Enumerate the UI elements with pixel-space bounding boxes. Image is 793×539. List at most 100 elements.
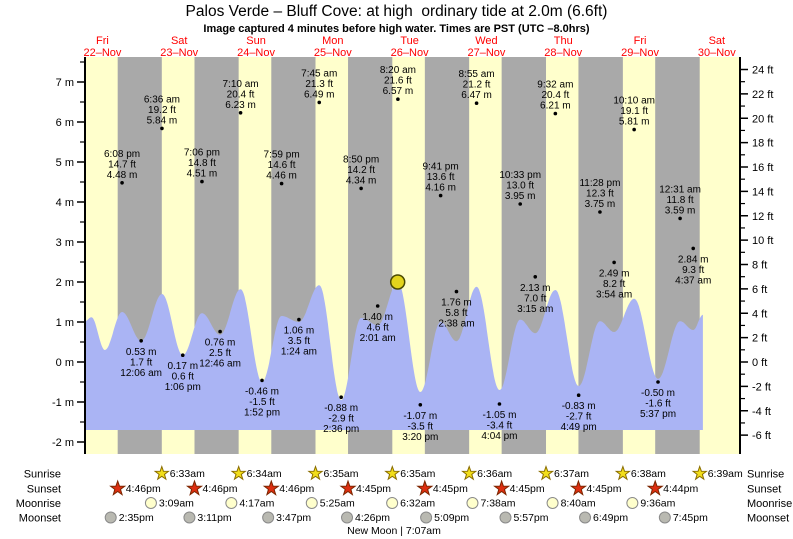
day-date-label: 26–Nov — [391, 47, 429, 59]
morning-high-tide-annotation-text: 8:55 am — [459, 69, 495, 80]
right-axis-label: -2 ft — [752, 381, 771, 393]
morning-high-tide-annotation-text: 5.84 m — [147, 115, 178, 126]
astro-time-label: 5:25am — [320, 498, 355, 510]
astro-row-label-left: Sunrise — [24, 469, 61, 481]
moonrise-circle-icon — [144, 497, 157, 509]
overnight-tide-annotation-text: 1.06 m — [284, 326, 315, 337]
astro-time-label: 4:45pm — [356, 483, 391, 495]
overnight-tide-annotation-text: 1:24 am — [281, 347, 317, 358]
right-axis-label: 14 ft — [752, 186, 773, 198]
left-axis-label: 7 m — [56, 77, 74, 89]
afternoon-low-tide-annotation-text: 0.6 ft — [172, 372, 194, 383]
astro-row-label-left: Moonrise — [16, 498, 61, 510]
afternoon-low-tide-annotation-text: -0.88 m — [324, 403, 358, 414]
astro-time-label: 4:17am — [239, 498, 274, 510]
afternoon-low-tide-annotation-text: 5:37 pm — [640, 409, 676, 420]
morning-high-tide-annotation-text: 20.4 ft — [541, 90, 569, 101]
moonrise-circle-icon — [546, 497, 559, 509]
overnight-tide-annotation-text: 0.76 m — [205, 338, 236, 349]
sunrise-star-icon — [537, 464, 555, 481]
left-axis-label: 3 m — [56, 237, 74, 249]
day-date-label: 27–Nov — [467, 47, 505, 59]
astro-time-label: 3:11pm — [197, 512, 231, 524]
right-axis-label: 18 ft — [752, 138, 773, 150]
afternoon-low-tide-annotation-text: -3.4 ft — [487, 421, 513, 432]
evening-high-tide-annotation-dot — [359, 186, 363, 191]
afternoon-low-tide-annotation-dot — [656, 380, 660, 384]
overnight-tide-annotation-text: 7.0 ft — [524, 293, 546, 304]
astro-time-label: 6:34am — [247, 468, 282, 480]
afternoon-low-tide-annotation-text: -0.83 m — [562, 401, 596, 412]
evening-high-tide-annotation-text: 11:28 pm — [579, 178, 620, 189]
overnight-tide-annotation-dot — [454, 289, 459, 294]
evening-high-tide-annotation-dot — [120, 181, 124, 185]
day-weekday-label: Wed — [475, 35, 497, 47]
astro-time-label: 6:35am — [400, 468, 435, 480]
astro-time-label: 4:45pm — [586, 483, 621, 495]
astro-time-label: 6:37am — [554, 468, 589, 480]
right-axis-label: 16 ft — [752, 162, 773, 174]
sunrise-star-icon — [230, 464, 247, 481]
morning-high-tide-annotation-dot — [160, 126, 164, 131]
right-axis-label: 6 ft — [752, 284, 767, 296]
overnight-tide-annotation-dot — [533, 275, 538, 279]
astro-time-label: 3:47pm — [276, 512, 311, 524]
evening-high-tide-annotation-text: 13.6 ft — [427, 172, 455, 183]
current-time-marker — [389, 274, 406, 290]
afternoon-low-tide-annotation-dot — [418, 403, 423, 407]
evening-high-tide-annotation-text: 14.7 ft — [108, 159, 136, 170]
astro-row-label-right: Sunrise — [747, 469, 784, 481]
evening-high-tide-annotation-text: 14.8 ft — [188, 158, 216, 169]
overnight-tide-annotation-dot — [297, 317, 301, 322]
morning-high-tide-annotation-text: 21.3 ft — [305, 79, 333, 90]
evening-high-tide-annotation-text: 3.59 m — [665, 205, 696, 216]
morning-high-tide-annotation-text: 10:10 am — [613, 96, 655, 107]
day-weekday-label: Sun — [246, 35, 266, 47]
overnight-tide-annotation-text: 2.49 m — [599, 268, 630, 279]
right-axis-label: 24 ft — [752, 65, 773, 77]
overnight-tide-annotation-dot — [139, 339, 143, 343]
evening-high-tide-annotation-text: 10:33 pm — [499, 170, 541, 181]
sunset-star-icon — [339, 479, 357, 496]
day-weekday-label: Sat — [171, 35, 188, 47]
moonset-circle-icon — [579, 511, 592, 524]
morning-high-tide-annotation-text: 5.81 m — [619, 117, 650, 128]
evening-high-tide-annotation-text: 3.75 m — [585, 199, 616, 210]
evening-high-tide-annotation-text: 4.48 m — [107, 170, 138, 181]
morning-high-tide-annotation-dot — [317, 100, 322, 105]
morning-high-tide-annotation-dot — [553, 111, 558, 116]
moonset-circle-icon — [499, 511, 512, 524]
overnight-tide-annotation-text: 3:54 am — [596, 289, 632, 300]
right-axis-label: 20 ft — [752, 113, 773, 125]
astro-time-label: 6:36am — [477, 468, 512, 480]
afternoon-low-tide-annotation-text: -2.7 ft — [566, 412, 592, 423]
evening-high-tide-annotation-text: 4.34 m — [346, 175, 377, 186]
sunset-star-icon — [493, 479, 511, 496]
evening-high-tide-annotation-text: 12.3 ft — [586, 189, 614, 200]
morning-high-tide-annotation-text: 6.23 m — [225, 100, 256, 111]
sunset-star-icon — [262, 479, 280, 496]
day-date-label: 29–Nov — [621, 47, 659, 59]
afternoon-low-tide-annotation-text: 4:49 pm — [561, 422, 597, 433]
afternoon-low-tide-annotation-text: 0.17 m — [167, 361, 198, 372]
evening-high-tide-annotation-dot — [598, 210, 602, 214]
evening-high-tide-annotation-text: 4.16 m — [425, 183, 456, 194]
left-axis-label: -2 m — [52, 437, 74, 449]
page-title: Palos Verde – Bluff Cove: at high ordina… — [185, 3, 608, 20]
overnight-tide-annotation-text: 1.76 m — [441, 298, 472, 309]
morning-high-tide-annotation-text: 7:10 am — [223, 79, 259, 90]
afternoon-low-tide-annotation-text: -1.6 ft — [645, 399, 671, 410]
evening-high-tide-annotation-text: 7:59 pm — [264, 150, 300, 161]
astro-time-label: 4:46pm — [202, 483, 237, 495]
afternoon-low-tide-annotation-text: 1:52 pm — [244, 407, 280, 418]
astro-time-label: 4:46pm — [126, 483, 161, 495]
moonrise-circle-icon — [305, 497, 318, 509]
sunset-star-icon — [185, 479, 204, 496]
astro-time-label: 4:46pm — [279, 483, 314, 495]
afternoon-low-tide-annotation-dot — [260, 378, 264, 383]
sunrise-star-icon — [307, 464, 324, 481]
daylight-band — [699, 57, 740, 454]
day-date-label: 28–Nov — [544, 47, 582, 59]
overnight-tide-annotation-dot — [691, 246, 696, 251]
